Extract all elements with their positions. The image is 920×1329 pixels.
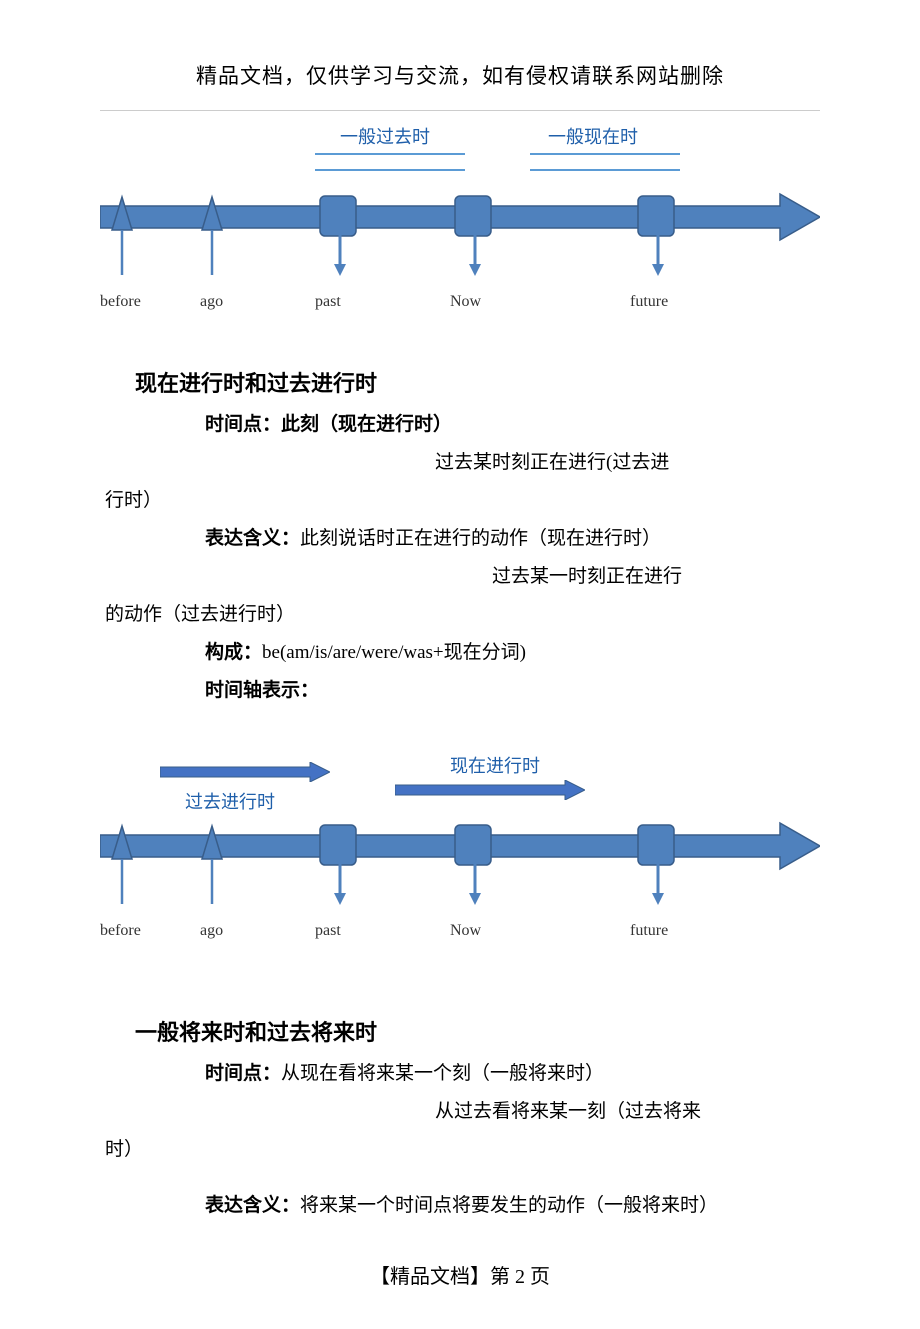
page-header: 精品文档，仅供学习与交流，如有侵权请联系网站删除	[105, 60, 815, 90]
timeline-down-arrow	[330, 863, 350, 908]
timeline-mark: Now	[450, 293, 481, 311]
timeline-down-arrow	[465, 234, 485, 279]
timeline-small-arrow	[160, 762, 330, 782]
timeline-label: 过去进行时	[185, 788, 275, 814]
timeline-diagram-1: 一般过去时 一般现在时 before ago past Now future	[100, 110, 820, 311]
text-line: 过去某时刻正在进行(过去进	[435, 444, 815, 482]
timeline-main-arrow	[100, 817, 820, 877]
section-body-1: 时间点：此刻（现在进行时）过去某时刻正在进行(过去进行时）表达含义：此刻说话时正…	[105, 406, 815, 710]
timeline-mark: ago	[200, 922, 223, 940]
text-line: 表达含义：将来某一个时间点将要发生的动作（一般将来时）	[205, 1187, 815, 1225]
text-line: 时间轴表示：	[205, 672, 815, 710]
timeline-down-line	[119, 230, 125, 280]
timeline-label: 现在进行时	[450, 752, 540, 778]
timeline-underline	[530, 153, 680, 155]
section-title-progressive: 现在进行时和过去进行时	[135, 366, 815, 398]
timeline-mark: future	[630, 293, 668, 311]
timeline-underline	[315, 169, 465, 171]
text-line: 过去某一时刻正在进行	[435, 558, 815, 596]
timeline-mark: Now	[450, 922, 481, 940]
timeline-label: 一般过去时	[340, 123, 430, 149]
text-line: 的动作（过去进行时）	[105, 596, 815, 634]
document-page: 精品文档，仅供学习与交流，如有侵权请联系网站删除 一般过去时 一般现在时 befor…	[0, 0, 920, 1329]
timeline-underline	[315, 153, 465, 155]
timeline-small-arrow	[395, 780, 585, 800]
timeline-mark: ago	[200, 293, 223, 311]
page-footer: 【精品文档】第 2 页	[105, 1260, 815, 1289]
timeline-mark: future	[630, 922, 668, 940]
timeline-mark: before	[100, 922, 141, 940]
timeline-diagram-2: 过去进行时 现在进行时 before ago past Now future	[100, 740, 820, 940]
text-line: 时）	[105, 1131, 815, 1169]
text-line: 时间点：此刻（现在进行时）	[205, 406, 815, 444]
timeline-underline	[530, 169, 680, 171]
timeline-main-arrow	[100, 188, 820, 248]
timeline-down-arrow	[648, 234, 668, 279]
text-line: 表达含义：此刻说话时正在进行的动作（现在进行时）	[205, 520, 815, 558]
text-line: 行时）	[105, 482, 815, 520]
timeline-mark: before	[100, 293, 141, 311]
text-line: 构成：be(am/is/are/were/was+现在分词)	[205, 634, 815, 672]
timeline-down-line	[209, 230, 215, 280]
timeline-down-line	[209, 859, 215, 909]
timeline-down-line	[119, 859, 125, 909]
timeline-mark: past	[315, 293, 341, 311]
section-body-2: 时间点：从现在看将来某一个刻（一般将来时）从过去看将来某一刻（过去将来时） 表达含…	[105, 1055, 815, 1225]
text-line: 从过去看将来某一刻（过去将来	[435, 1093, 815, 1131]
timeline-down-arrow	[330, 234, 350, 279]
timeline-mark: past	[315, 922, 341, 940]
timeline-down-arrow	[465, 863, 485, 908]
section-title-future: 一般将来时和过去将来时	[135, 1015, 815, 1047]
timeline-down-arrow	[648, 863, 668, 908]
text-line: 时间点：从现在看将来某一个刻（一般将来时）	[205, 1055, 815, 1093]
timeline-label: 一般现在时	[548, 123, 638, 149]
